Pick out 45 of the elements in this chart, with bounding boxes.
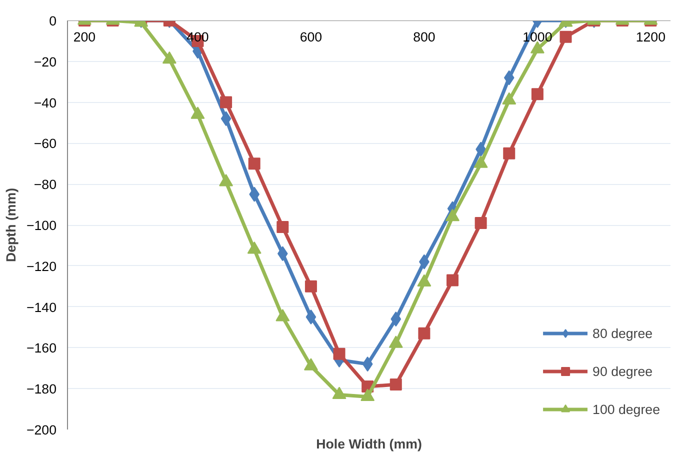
y-tick-label: −60 <box>34 136 56 152</box>
point <box>531 88 544 100</box>
legend-label: 100 degree <box>592 402 660 416</box>
point <box>446 274 459 286</box>
point <box>362 356 373 372</box>
y-tick-label: −180 <box>26 382 57 397</box>
point <box>249 186 260 202</box>
point <box>418 327 430 340</box>
y-tick-label: −140 <box>26 300 57 315</box>
point <box>390 312 402 327</box>
y-tick-label: −20 <box>34 54 56 70</box>
point <box>220 111 232 126</box>
x-tick-label: 800 <box>413 30 436 44</box>
y-axis-title: Depth (mm) <box>3 188 18 262</box>
point <box>276 221 289 234</box>
point <box>220 96 232 108</box>
y-tick-label: −120 <box>26 258 57 274</box>
point <box>503 147 516 160</box>
point <box>304 280 317 292</box>
y-tick-label: −100 <box>26 218 57 233</box>
point <box>276 309 290 322</box>
y-tick-label: −40 <box>34 95 56 110</box>
point <box>333 348 346 360</box>
y-tick-label: −200 <box>26 422 57 438</box>
x-tick-label: 200 <box>73 30 96 44</box>
point <box>332 386 346 399</box>
point <box>360 388 375 402</box>
y-tick-label: 0 <box>49 14 57 28</box>
point <box>474 216 487 229</box>
point <box>417 274 432 287</box>
point <box>504 70 514 86</box>
point <box>277 246 288 262</box>
y-tick-label: −80 <box>34 177 56 192</box>
legend-label: 80 degree <box>592 326 653 340</box>
x-tick-label: 1200 <box>636 30 666 44</box>
x-tick-label: 600 <box>300 30 322 44</box>
legend-label: 90 degree <box>592 364 653 378</box>
point <box>390 378 402 391</box>
y-tick-label: −160 <box>26 340 57 356</box>
point <box>248 158 260 170</box>
point <box>560 30 572 43</box>
point <box>304 358 318 370</box>
point <box>306 310 316 325</box>
point <box>388 336 403 348</box>
x-axis-title: Hole Width (mm) <box>316 436 422 452</box>
